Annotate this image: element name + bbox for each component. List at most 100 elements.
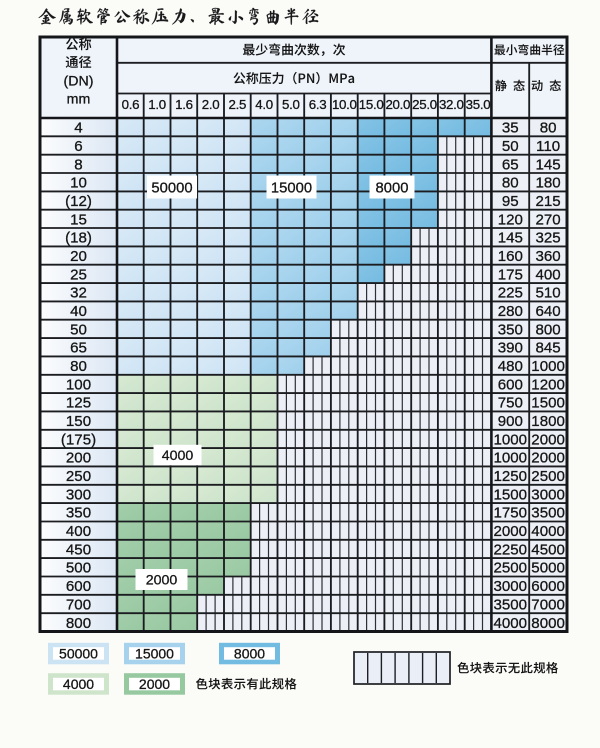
svg-text:4500: 4500 <box>531 541 565 558</box>
svg-text:(175): (175) <box>61 431 96 448</box>
svg-text:0.6: 0.6 <box>122 97 140 112</box>
svg-text:3000: 3000 <box>531 486 565 503</box>
svg-text:1800: 1800 <box>531 413 565 430</box>
svg-text:32: 32 <box>70 285 87 302</box>
svg-text:15: 15 <box>70 211 87 228</box>
svg-text:2500: 2500 <box>531 468 565 485</box>
svg-text:95: 95 <box>502 193 519 210</box>
svg-text:1.6: 1.6 <box>175 97 193 112</box>
svg-text:40: 40 <box>70 303 87 320</box>
svg-text:80: 80 <box>70 358 87 375</box>
svg-text:2250: 2250 <box>494 541 528 558</box>
svg-text:175: 175 <box>498 266 523 283</box>
svg-text:8: 8 <box>74 156 82 173</box>
svg-text:1250: 1250 <box>494 468 528 485</box>
svg-text:1000: 1000 <box>531 358 565 375</box>
svg-text:900: 900 <box>498 413 523 430</box>
svg-text:65: 65 <box>70 340 87 357</box>
svg-text:3500: 3500 <box>531 505 565 522</box>
svg-text:8000: 8000 <box>234 646 265 662</box>
svg-text:50000: 50000 <box>151 180 192 196</box>
svg-text:50: 50 <box>70 321 87 338</box>
svg-text:250: 250 <box>66 468 91 485</box>
svg-text:20: 20 <box>70 248 87 265</box>
svg-text:750: 750 <box>498 395 523 412</box>
svg-text:65: 65 <box>502 156 519 173</box>
svg-text:4000: 4000 <box>162 448 194 464</box>
svg-text:150: 150 <box>66 413 91 430</box>
svg-text:2.5: 2.5 <box>229 97 247 112</box>
svg-text:5000: 5000 <box>531 560 565 577</box>
svg-text:800: 800 <box>536 321 561 338</box>
svg-text:800: 800 <box>66 615 91 632</box>
svg-text:2.0: 2.0 <box>202 97 220 112</box>
svg-text:7000: 7000 <box>531 596 565 613</box>
svg-text:1500: 1500 <box>531 395 565 412</box>
svg-text:2000: 2000 <box>494 523 528 540</box>
svg-text:400: 400 <box>536 266 561 283</box>
svg-text:400: 400 <box>66 523 91 540</box>
svg-text:5.0: 5.0 <box>282 97 300 112</box>
svg-text:80: 80 <box>540 120 557 137</box>
svg-text:32.0: 32.0 <box>439 97 464 112</box>
svg-text:25.0: 25.0 <box>412 97 437 112</box>
svg-text:15000: 15000 <box>135 646 174 662</box>
svg-text:325: 325 <box>536 230 561 247</box>
svg-text:360: 360 <box>536 248 561 265</box>
svg-text:100: 100 <box>66 376 91 393</box>
svg-text:300: 300 <box>66 486 91 503</box>
svg-text:1750: 1750 <box>494 505 528 522</box>
svg-text:15.0: 15.0 <box>359 97 384 112</box>
svg-text:6000: 6000 <box>531 578 565 595</box>
svg-text:2000: 2000 <box>139 676 170 692</box>
svg-text:500: 500 <box>66 560 91 577</box>
svg-text:215: 215 <box>536 193 561 210</box>
svg-text:3500: 3500 <box>494 596 528 613</box>
svg-text:640: 640 <box>536 303 561 320</box>
svg-text:600: 600 <box>498 376 523 393</box>
svg-text:4000: 4000 <box>494 615 528 632</box>
svg-text:145: 145 <box>498 230 523 247</box>
svg-text:10.0: 10.0 <box>332 97 357 112</box>
svg-text:280: 280 <box>498 303 523 320</box>
svg-text:(18): (18) <box>65 230 92 247</box>
svg-text:125: 125 <box>66 395 91 412</box>
svg-text:8000: 8000 <box>531 615 565 632</box>
svg-text:145: 145 <box>536 156 561 173</box>
svg-text:1000: 1000 <box>494 431 528 448</box>
svg-text:(12): (12) <box>65 193 92 210</box>
svg-text:4000: 4000 <box>63 676 94 692</box>
svg-text:4.0: 4.0 <box>255 97 273 112</box>
svg-text:3000: 3000 <box>494 578 528 595</box>
svg-text:390: 390 <box>498 340 523 357</box>
svg-text:50: 50 <box>502 138 519 155</box>
svg-text:120: 120 <box>498 211 523 228</box>
svg-text:160: 160 <box>498 248 523 265</box>
svg-text:200: 200 <box>66 450 91 467</box>
svg-text:110: 110 <box>536 138 560 155</box>
svg-text:2000: 2000 <box>531 431 565 448</box>
svg-text:1500: 1500 <box>494 486 528 503</box>
svg-text:2500: 2500 <box>494 560 528 577</box>
svg-text:225: 225 <box>498 285 523 302</box>
svg-text:35.0: 35.0 <box>466 97 491 112</box>
svg-text:35: 35 <box>502 120 519 137</box>
svg-text:6: 6 <box>74 138 82 155</box>
svg-text:1.0: 1.0 <box>148 97 166 112</box>
svg-text:4000: 4000 <box>531 523 565 540</box>
svg-text:350: 350 <box>66 505 91 522</box>
svg-text:180: 180 <box>536 175 561 192</box>
svg-text:20.0: 20.0 <box>385 97 410 112</box>
svg-text:1200: 1200 <box>531 376 565 393</box>
svg-text:(DN): (DN) <box>64 73 94 89</box>
svg-text:510: 510 <box>536 285 561 302</box>
svg-text:80: 80 <box>502 175 519 192</box>
svg-text:700: 700 <box>66 596 91 613</box>
svg-text:4: 4 <box>74 120 82 137</box>
svg-text:845: 845 <box>536 340 561 357</box>
svg-text:2000: 2000 <box>531 450 565 467</box>
svg-text:8000: 8000 <box>376 180 409 196</box>
svg-text:50000: 50000 <box>59 646 98 662</box>
svg-text:2000: 2000 <box>146 573 178 589</box>
svg-text:1000: 1000 <box>494 450 528 467</box>
